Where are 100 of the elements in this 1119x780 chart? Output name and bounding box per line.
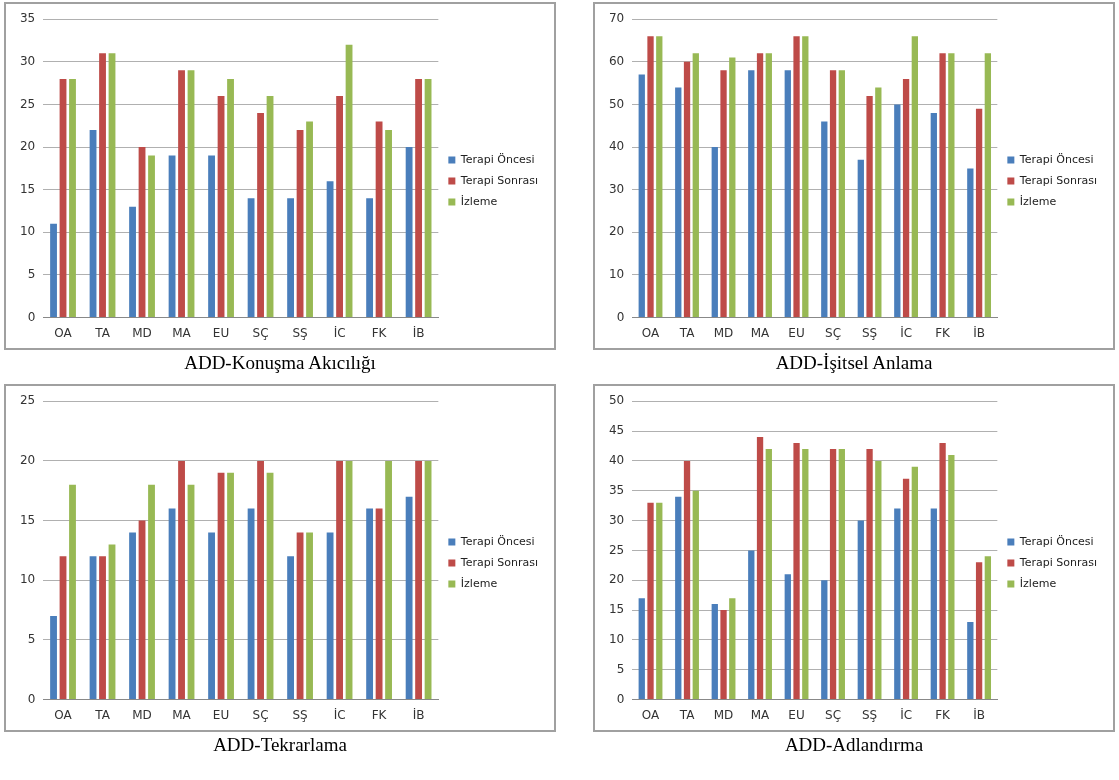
bar xyxy=(838,70,845,318)
x-tick-label: İB xyxy=(973,324,985,340)
bar xyxy=(975,562,983,700)
bar xyxy=(647,36,654,318)
y-tick-label: 40 xyxy=(608,453,625,468)
x-tick-label: OA xyxy=(54,325,73,340)
bar xyxy=(638,74,645,318)
x-tick-label: EU xyxy=(788,707,805,722)
bar xyxy=(178,70,185,318)
y-tick-label: 30 xyxy=(608,512,625,527)
bar xyxy=(692,53,699,318)
bar xyxy=(129,206,136,318)
x-tick-label: SÇ xyxy=(252,325,269,340)
x-tick-label: İB xyxy=(412,706,425,722)
x-tick-label: SÇ xyxy=(252,707,269,722)
bar xyxy=(692,490,699,700)
y-tick-label: 10 xyxy=(19,224,36,239)
bar xyxy=(930,112,937,318)
x-tick-label: EU xyxy=(788,325,805,340)
bar xyxy=(821,121,828,318)
bar xyxy=(984,53,992,318)
bar xyxy=(656,502,663,700)
x-tick-label: SŞ xyxy=(292,325,308,340)
bar xyxy=(366,198,374,318)
x-tick-label: MD xyxy=(132,707,152,722)
bar xyxy=(375,508,383,700)
bar xyxy=(948,454,955,700)
y-tick-label: 0 xyxy=(616,309,625,324)
x-tick-label: İC xyxy=(333,706,346,722)
bar xyxy=(257,112,264,318)
y-tick-label: 15 xyxy=(19,181,36,196)
legend-label: İzleme xyxy=(1019,194,1057,208)
x-tick-label: TA xyxy=(678,325,696,340)
bar xyxy=(675,87,682,318)
bar xyxy=(939,53,946,318)
bar xyxy=(902,478,910,700)
y-tick-label: 5 xyxy=(616,661,625,676)
bar xyxy=(984,556,992,700)
bar xyxy=(336,95,343,318)
bar xyxy=(857,520,864,700)
legend-label: İzleme xyxy=(460,576,498,590)
bar xyxy=(415,460,423,700)
y-tick-label: 10 xyxy=(608,632,625,647)
bar xyxy=(975,108,983,318)
x-tick-label: FK xyxy=(935,707,952,722)
bar xyxy=(683,61,691,318)
y-tick-label: 45 xyxy=(608,423,625,438)
bar xyxy=(829,448,837,700)
x-tick-label: OA xyxy=(641,707,661,722)
text: ADD-Tekrarlama xyxy=(212,734,348,756)
bar xyxy=(748,70,755,318)
bar xyxy=(405,147,413,318)
legend-label: Terapi Öncesi xyxy=(459,152,535,166)
x-tick-label: İB xyxy=(412,324,425,340)
x-tick-label: MD xyxy=(713,325,734,340)
bar xyxy=(683,460,691,700)
x-tick-label: EU xyxy=(212,707,230,722)
y-tick-label: 25 xyxy=(19,96,36,111)
bar xyxy=(148,155,155,318)
x-tick-label: OA xyxy=(641,325,661,340)
bar xyxy=(948,53,955,318)
bar xyxy=(939,442,946,700)
y-tick-label: 30 xyxy=(608,181,625,196)
bar xyxy=(967,622,974,700)
x-tick-label: EU xyxy=(212,325,230,340)
bar xyxy=(227,472,234,700)
bar xyxy=(967,168,974,318)
y-tick-label: 25 xyxy=(608,542,625,557)
bar xyxy=(638,598,645,700)
bar xyxy=(306,532,313,700)
bar xyxy=(866,448,873,700)
y-tick-label: 30 xyxy=(19,53,36,68)
bar xyxy=(227,78,234,318)
y-tick-label: 10 xyxy=(608,267,625,282)
x-tick-label: MD xyxy=(713,707,734,722)
legend-label: Terapi Sonrası xyxy=(1018,555,1098,569)
bar xyxy=(802,448,809,700)
y-tick-label: 40 xyxy=(608,139,625,154)
x-tick-label: MA xyxy=(172,707,192,722)
legend-label: Terapi Öncesi xyxy=(1018,152,1094,166)
x-tick-label: MA xyxy=(750,325,771,340)
y-tick-label: 5 xyxy=(27,632,36,647)
bar xyxy=(748,550,755,700)
x-tick-label: TA xyxy=(94,707,111,722)
y-tick-label: 15 xyxy=(19,512,36,527)
x-tick-label: İC xyxy=(333,324,346,340)
y-tick-label: 15 xyxy=(608,602,625,617)
bar xyxy=(729,598,736,700)
x-tick-label: İC xyxy=(900,324,913,340)
bar xyxy=(129,532,136,700)
bar xyxy=(69,484,76,700)
x-tick-label: TA xyxy=(94,325,111,340)
bar xyxy=(656,36,663,318)
bar xyxy=(375,121,383,318)
y-tick-label: 20 xyxy=(19,453,36,468)
bar xyxy=(821,580,828,700)
legend-label: Terapi Sonrası xyxy=(459,173,539,187)
x-tick-label: İC xyxy=(900,706,913,722)
x-tick-label: SÇ xyxy=(825,325,842,340)
x-tick-label: İB xyxy=(973,706,985,722)
